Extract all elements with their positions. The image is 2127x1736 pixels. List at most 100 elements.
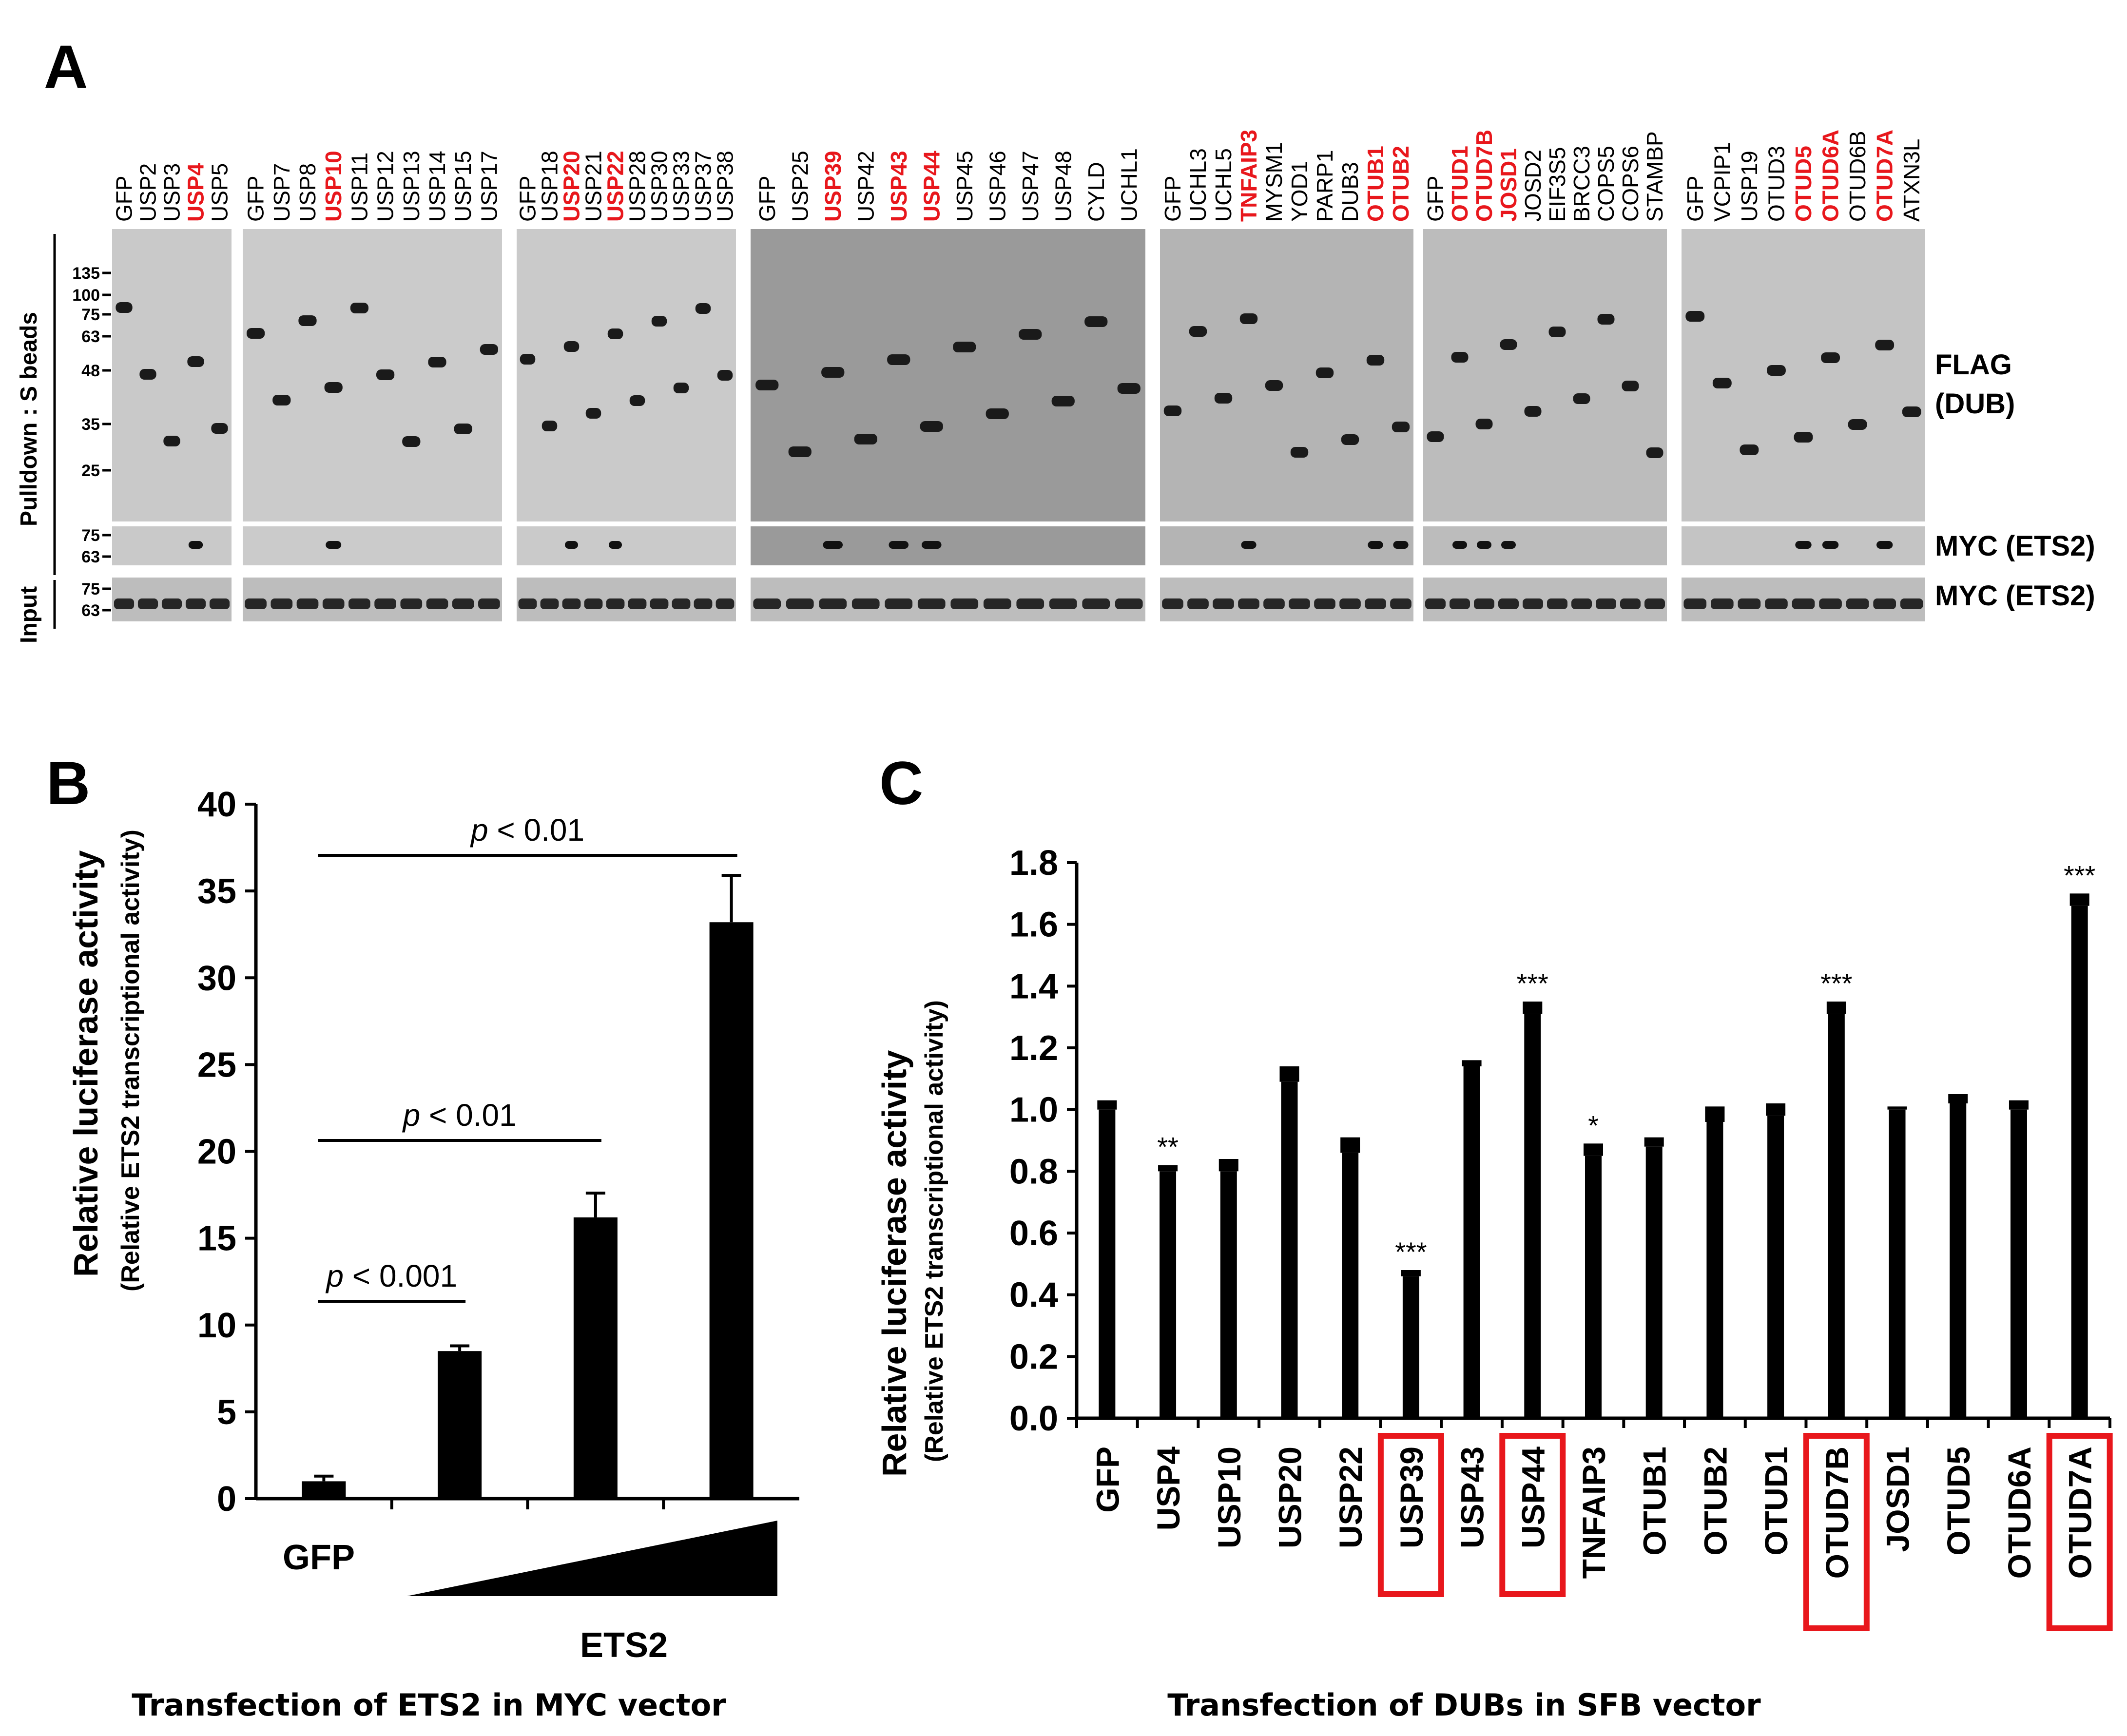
p-value-label: p < 0.01 [402,1098,517,1133]
flag-band [1163,405,1182,416]
input-band [245,598,267,609]
input-band [1263,598,1285,609]
flag-band [116,302,133,313]
lane-label: GFP [1423,175,1448,222]
mw-marker: 25 [81,462,100,480]
bar-otud5 [1950,1103,1967,1418]
blot-myc-strip [112,526,232,565]
y-tick-label: 5 [217,1393,236,1432]
lane-label: USP19 [1737,151,1762,222]
input-band [1390,598,1412,609]
input-band [348,598,370,609]
flag-band [755,380,779,390]
y-tick-label: 1.2 [1009,1029,1058,1068]
bar-tnfaip3 [1585,1156,1602,1418]
flag-band [402,436,421,447]
blot-flag-strip [517,229,736,521]
flag-band [272,395,291,405]
error-bar [1462,1060,1482,1066]
flag-band [717,370,733,381]
y-tick-label: 40 [197,785,236,824]
myc-band [1876,541,1893,549]
lane-label: USP39 [820,151,846,222]
flag-band [1685,311,1705,322]
panel-b-ylabel2: (Relative ETS2 transcriptional activity) [116,829,145,1292]
flag-band [1051,396,1075,406]
blot-flag-strip [1160,229,1413,521]
error-bar [2069,893,2089,906]
input-band [1596,598,1616,609]
lane-label: USP37 [691,151,716,222]
mw-marker: 63 [81,601,100,620]
input-band [209,598,230,609]
input-band [400,598,423,609]
input-band [1523,598,1543,609]
panel-c-chart: C Relative luciferase activity (Relative… [875,750,2113,1723]
flag-band [1019,329,1042,340]
lane-label: USP21 [581,151,606,222]
y-tick-label: 1.4 [1009,967,1058,1006]
panel-b-plot: 0 5 10 15 20 25 30 35 40 p < 0.001 p < 0.01 p < 0.0… [197,785,799,1519]
mw-marker: 100 [72,286,100,305]
input-band [1738,598,1761,609]
blot-strips [112,229,1925,621]
flag-band [1214,393,1233,404]
myc-band [1477,541,1491,549]
input-band [296,598,319,609]
error-bar [1826,1002,1846,1014]
flag-band [1597,314,1615,325]
blot-myc-strip [751,526,1145,565]
lane-label: USP5 [207,163,232,222]
lane-label: STAMBP [1642,131,1667,222]
error-bar [1218,1159,1238,1172]
significance-stars: *** [1395,1236,1427,1267]
lane-label: USP43 [886,151,911,222]
myc-input-label: MYC (ETS2) [1935,580,2095,612]
bar-usp39 [1402,1276,1419,1418]
error-bar [1644,1137,1664,1147]
myc-band [823,541,843,549]
lane-label: USP4 [183,163,209,222]
panel-b-gfp-label: GFP [283,1538,355,1577]
lane-label: USP11 [347,153,372,222]
input-band [1846,598,1869,609]
input-band [161,598,182,609]
input-band [1819,598,1842,609]
y-tick-label: 0.2 [1009,1337,1058,1376]
flag-band [986,408,1009,419]
y-tick-label: 1.8 [1009,844,1058,883]
error-bar [1766,1103,1786,1116]
panel-c-caption: Transfection of DUBs in SFB vector [1167,1687,1761,1723]
flag-band [1189,326,1207,337]
mw-marker: 63 [81,548,100,566]
flag-band [1290,447,1309,458]
highlight-box [1499,1433,1566,1597]
x-category-label: USP4 [1150,1447,1186,1531]
bar-otub1 [1645,1146,1663,1418]
lane-label: USP8 [295,163,320,222]
panel-c-ylabel2: (Relative ETS2 transcriptional activity) [920,1000,948,1462]
highlight-box [1803,1433,1870,1631]
flag-band [1794,432,1813,443]
significance-stars: ** [1157,1132,1179,1162]
p-value-label: p < 0.01 [470,812,584,848]
x-category-label: OTUD7A [2062,1447,2098,1579]
lane-label: UCHL5 [1211,148,1236,222]
lane-label: GFP [1682,175,1708,222]
lane-label: JOSD1 [1496,148,1521,222]
input-band [715,598,735,609]
flag-band [1848,419,1867,430]
y-tick-label: 1.0 [1009,1091,1058,1130]
error-bar [1705,1106,1725,1122]
flag-band [1524,406,1542,417]
lane-label: CYLD [1083,162,1109,222]
input-band [1425,598,1446,609]
input-band [1711,598,1734,609]
flag-band [673,383,689,393]
panel-b-ylabel: Relative luciferase activity [67,850,105,1277]
flag-band [246,328,265,339]
flag-band [187,356,204,367]
lane-label: EIF3S5 [1545,147,1570,222]
bar-gfp [1099,1109,1116,1418]
x-category-label: USP44 [1515,1447,1551,1548]
